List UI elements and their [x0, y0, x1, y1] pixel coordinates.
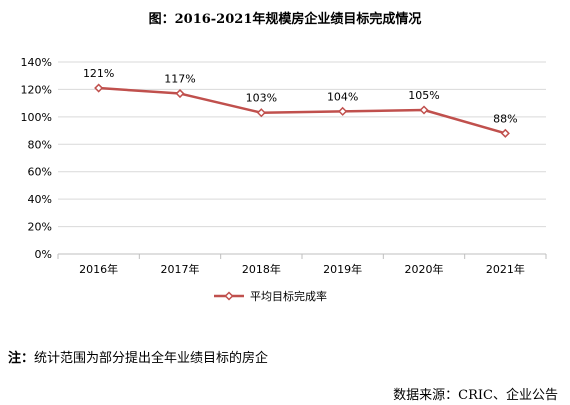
series-layer: [94, 83, 510, 138]
data-source: 数据来源：CRIC、企业公告: [393, 388, 558, 403]
gridlines: [58, 61, 546, 228]
y-axis: 0% 20% 40% 60% 80% 100% 120% 140%: [21, 56, 52, 261]
legend: 平均目标完成率: [214, 289, 327, 303]
y-tick-label: 20%: [28, 221, 52, 234]
data-labels: 121% 117% 103% 104% 105% 88%: [83, 67, 518, 125]
x-tick-label: 2017年: [161, 262, 200, 276]
data-point: [94, 83, 104, 93]
y-tick-label: 0%: [35, 248, 52, 261]
data-point: [419, 105, 429, 115]
x-tick-label: 2019年: [323, 262, 362, 276]
data-label: 121%: [83, 67, 114, 80]
x-tick-label: 2016年: [79, 262, 118, 276]
y-tick-label: 100%: [21, 111, 52, 124]
data-point: [500, 128, 510, 138]
y-tick-label: 120%: [21, 83, 52, 96]
footnote-label: 注：: [8, 351, 35, 366]
footnote: 注：统计范围为部分提出全年业绩目标的房企: [8, 347, 268, 366]
x-tick-label: 2021年: [486, 262, 525, 276]
x-axis: 2016年 2017年 2018年 2019年 2020年 2021年: [57, 253, 547, 276]
legend-marker: [224, 291, 234, 301]
data-label: 104%: [327, 90, 358, 103]
series-line: [98, 86, 506, 135]
data-label: 88%: [493, 112, 517, 125]
legend-label: 平均目标完成率: [250, 289, 327, 303]
chart-title: 图：2016-2021年规模房企业绩目标完成情况: [148, 12, 422, 27]
data-point: [256, 108, 266, 118]
data-label: 105%: [408, 89, 439, 102]
y-tick-label: 80%: [28, 138, 52, 151]
y-tick-label: 40%: [28, 193, 52, 206]
y-tick-label: 60%: [28, 166, 52, 179]
y-tick-label: 140%: [21, 56, 52, 69]
x-tick-label: 2018年: [242, 262, 281, 276]
footnote-text: 统计范围为部分提出全年业绩目标的房企: [34, 351, 269, 366]
data-label: 103%: [246, 92, 277, 105]
data-point: [338, 106, 348, 116]
x-tick-label: 2020年: [405, 262, 444, 276]
data-label: 117%: [164, 73, 195, 86]
data-point: [175, 88, 185, 99]
